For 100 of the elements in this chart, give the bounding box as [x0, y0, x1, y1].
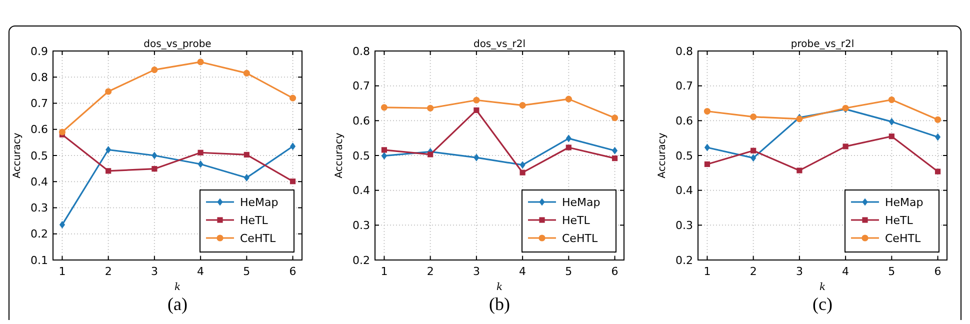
- point: [152, 152, 158, 160]
- point: [934, 168, 941, 174]
- y-tick-label: 0.5: [30, 149, 48, 162]
- point: [704, 108, 711, 115]
- point: [198, 160, 204, 168]
- point: [566, 134, 572, 142]
- y-tick-label: 0.3: [30, 202, 48, 215]
- y-tick-label: 0.4: [676, 184, 693, 198]
- y-tick-label: 0.8: [676, 44, 693, 58]
- y-tick-label: 0.4: [352, 184, 370, 198]
- point: [842, 144, 848, 150]
- legend-label: HeMap: [885, 196, 924, 209]
- y-tick-label: 0.9: [30, 44, 48, 58]
- x-tick-label: 4: [842, 265, 850, 278]
- y-tick-label: 0.7: [30, 97, 48, 110]
- point: [796, 168, 802, 174]
- text: (b): [489, 294, 510, 314]
- legend-label: CeHTL: [885, 232, 922, 245]
- point: [106, 168, 112, 174]
- point: [888, 118, 894, 126]
- y-tick-label: 0.5: [352, 149, 370, 162]
- point: [474, 107, 480, 114]
- point: [380, 104, 388, 111]
- point: [750, 114, 757, 120]
- point: [58, 128, 66, 136]
- point: [290, 178, 296, 184]
- x-tick-label: 1: [58, 265, 66, 278]
- x-axis-title: k: [819, 282, 826, 293]
- x-tick-label: 2: [426, 265, 434, 278]
- point: [244, 152, 250, 158]
- x-tick-label: 2: [104, 265, 112, 278]
- point: [612, 146, 618, 154]
- legend-label: HeMap: [240, 196, 278, 209]
- y-tick-label: 0.2: [30, 228, 48, 241]
- legend-label: HeTL: [240, 214, 269, 227]
- x-tick-label: 1: [380, 265, 388, 278]
- point: [888, 96, 895, 104]
- x-tick-label: 5: [565, 265, 572, 278]
- y-tick-label: 0.2: [676, 254, 693, 267]
- chart-title: dos_vs_r2l: [473, 39, 526, 50]
- x-axis-title: k: [496, 282, 503, 293]
- x-tick-label: 3: [150, 265, 158, 278]
- x-tick-label: 6: [289, 265, 296, 278]
- point: [750, 154, 756, 162]
- point: [520, 161, 526, 169]
- legend-label: CeHTL: [240, 232, 276, 245]
- point: [473, 96, 480, 104]
- x-tick-label: 4: [197, 265, 204, 278]
- point: [381, 152, 388, 160]
- point: [704, 144, 710, 152]
- point: [934, 133, 941, 141]
- point: [244, 174, 250, 182]
- x-axis-title: k: [174, 282, 181, 293]
- legend-label: HeMap: [562, 196, 600, 209]
- x-tick-label: 6: [934, 265, 942, 278]
- point: [106, 146, 112, 154]
- chart-title: probe_vs_r2l: [790, 39, 854, 50]
- point: [381, 147, 388, 153]
- point: [197, 58, 204, 66]
- point: [474, 154, 480, 162]
- chart-title: dos_vs_probe: [144, 39, 212, 50]
- y-tick-label: 0.3: [676, 219, 693, 232]
- point: [704, 161, 710, 168]
- y-tick-label: 0.8: [30, 70, 48, 84]
- y-tick-label: 0.7: [676, 80, 693, 93]
- legend-label: HeTL: [562, 214, 591, 227]
- point: [519, 102, 526, 109]
- y-axis-title: Accuracy: [334, 132, 345, 178]
- point: [105, 88, 112, 95]
- legend-label: HeTL: [885, 214, 914, 227]
- y-tick-label: 0.1: [30, 254, 48, 267]
- y-tick-label: 0.6: [30, 123, 48, 136]
- y-tick-label: 0.2: [352, 254, 370, 267]
- x-tick-label: 1: [704, 265, 711, 278]
- point: [888, 134, 894, 140]
- point: [59, 220, 66, 229]
- text: (c): [812, 294, 832, 314]
- point: [289, 94, 296, 102]
- point: [611, 114, 618, 122]
- text: (a): [168, 294, 188, 314]
- y-tick-label: 0.6: [352, 114, 370, 128]
- x-tick-label: 5: [243, 265, 250, 278]
- point: [151, 66, 158, 74]
- y-tick-label: 0.3: [352, 219, 370, 232]
- point: [612, 155, 618, 162]
- y-tick-label: 0.7: [352, 80, 370, 93]
- y-tick-label: 0.4: [30, 175, 48, 188]
- x-tick-label: 5: [888, 265, 896, 278]
- point: [428, 152, 434, 158]
- legend-label: CeHTL: [562, 232, 598, 245]
- point: [290, 142, 296, 150]
- x-tick-label: 2: [750, 265, 757, 278]
- y-tick-label: 0.8: [352, 44, 370, 58]
- y-tick-label: 0.5: [676, 149, 693, 162]
- y-tick-label: 0.6: [676, 114, 693, 128]
- x-tick-label: 3: [472, 265, 480, 278]
- point: [934, 116, 942, 123]
- point: [243, 70, 250, 77]
- y-axis-title: Accuracy: [12, 132, 23, 178]
- y-axis-title: Accuracy: [657, 132, 668, 178]
